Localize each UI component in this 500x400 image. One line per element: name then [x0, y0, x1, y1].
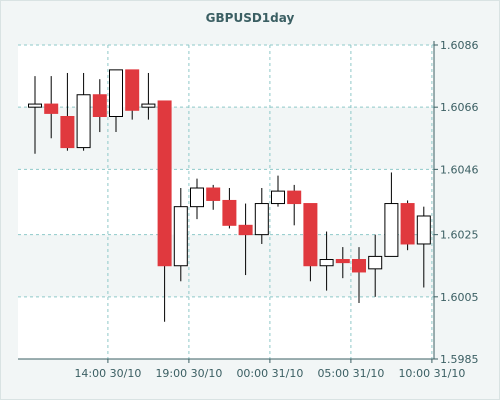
plot-area: 1.6086 1.6066 1.6046 1.6025 1.6005 1.5985 14:0… [18, 39, 479, 380]
chart-title: GBPUSD1day [206, 11, 295, 25]
candle-body-down [400, 203, 415, 245]
y-tick-label: 1.6046 [440, 163, 479, 176]
candle-body-down [287, 190, 302, 205]
candle-body-down [238, 224, 253, 236]
candle-body-down [206, 187, 221, 201]
candle-body-up [190, 187, 204, 208]
candle-body-down [335, 259, 350, 264]
candle-body-up [384, 203, 399, 257]
candle-body-up [173, 206, 188, 267]
candle-body-down [222, 199, 237, 226]
y-tick-label: 1.6086 [440, 39, 479, 52]
x-tick-label: 19:00 30/10 [155, 367, 222, 380]
candle-body-down [60, 116, 75, 149]
candle-body-down [44, 103, 59, 114]
candle-body-down [92, 94, 107, 118]
x-tick-label: 05:00 31/10 [317, 367, 384, 380]
candle-body-up [109, 69, 123, 118]
x-tick-label: 10:00 31/10 [398, 367, 465, 380]
x-tick-label: 14:00 30/10 [74, 367, 141, 380]
y-tick-label: 1.6005 [440, 291, 479, 304]
candle-body-up [368, 255, 383, 270]
x-tick-label: 00:00 31/10 [236, 367, 303, 380]
y-tick-label: 1.6025 [440, 229, 479, 242]
candle-body-down [352, 259, 366, 273]
candle-body-up [141, 103, 156, 108]
candle-body-up [416, 215, 431, 245]
candle-body-down [303, 203, 318, 267]
candle-body-down [157, 100, 172, 267]
candle-body-up [76, 94, 91, 149]
y-tick-label: 1.5985 [440, 353, 479, 366]
candle-body-up [271, 190, 285, 205]
y-tick-label: 1.6066 [440, 101, 479, 114]
candle-body-up [254, 203, 269, 236]
candle-body-up [28, 103, 42, 108]
candle-body-down [125, 69, 140, 111]
candle-body-up [319, 259, 334, 267]
